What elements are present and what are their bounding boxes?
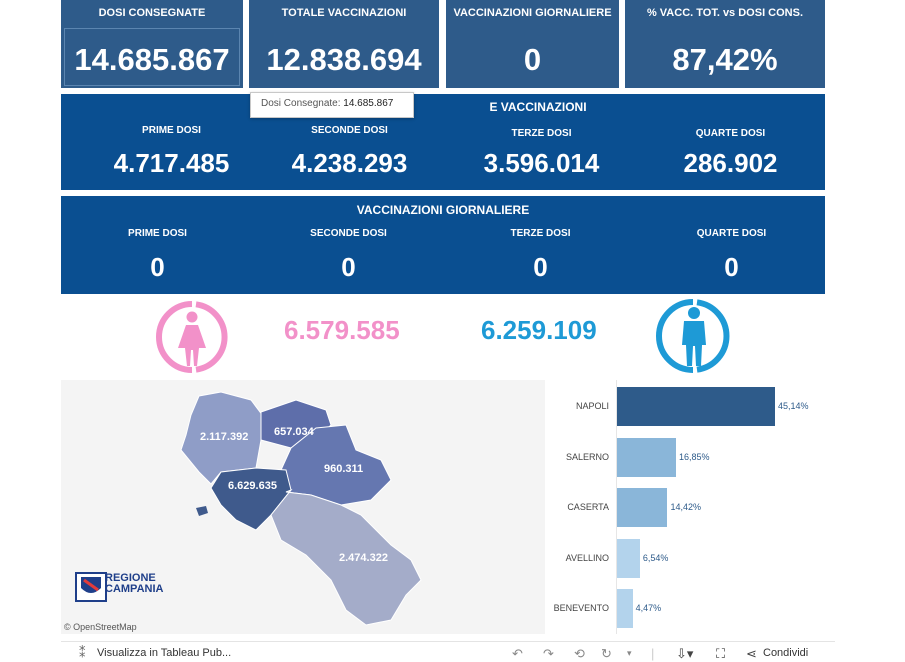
bar-value-label: 45,14% — [778, 401, 809, 411]
province-map[interactable]: 2.117.392 657.034 960.311 6.629.635 2.47… — [61, 380, 545, 634]
map-canvas — [180, 391, 422, 626]
bar-category-label: CASERTA — [567, 502, 609, 513]
kpi-label: VACCINAZIONI GIORNALIERE — [453, 7, 612, 19]
dose-label: SECONDE DOSI — [311, 125, 388, 136]
dose-column-seconde[interactable]: SECONDE DOSI 4.238.293 — [254, 125, 445, 179]
tooltip-value: 14.685.867 — [343, 98, 394, 109]
map-label-caserta: 2.117.392 — [200, 431, 249, 443]
map-attribution[interactable]: © OpenStreetMap — [64, 622, 137, 632]
dose-label: PRIME DOSI — [128, 228, 187, 239]
kpi-label: TOTALE VACCINAZIONI — [281, 7, 407, 19]
bar-napoli[interactable] — [617, 387, 775, 426]
refresh-icon[interactable]: ↻ — [601, 646, 612, 661]
dose-column-quarte[interactable]: QUARTE DOSI 286.902 — [635, 128, 826, 179]
dose-value: 0 — [724, 252, 739, 282]
kpi-totale-vaccinazioni[interactable]: TOTALE VACCINAZIONI 12.838.694 — [249, 0, 439, 88]
map-label-salerno: 2.474.322 — [339, 552, 388, 564]
map-label-napoli: 6.629.635 — [228, 480, 277, 492]
panel-title: E VACCINAZIONI — [489, 100, 587, 114]
bar-category-label: SALERNO — [565, 451, 609, 462]
female-count: 6.579.585 — [284, 315, 400, 345]
chart-axis-line — [616, 380, 617, 634]
map-label-avellino: 960.311 — [324, 463, 364, 475]
bar-benevento[interactable] — [617, 589, 633, 629]
separator-icon: | — [651, 646, 655, 661]
dose-value: 4.717.485 — [113, 148, 230, 178]
totale-vaccinazioni-panel: E VACCINAZIONI PRIME DOSI 4.717.485 SECO… — [61, 94, 825, 190]
dose-value: 4.238.293 — [291, 148, 408, 178]
kpi-perc-vaccinazioni[interactable]: % VACC. TOT. vs DOSI CONS. 87,42% — [625, 0, 825, 88]
dose-label: QUARTE DOSI — [696, 228, 767, 239]
kpi-label: DOSI CONSEGNATE — [98, 7, 206, 19]
kpi-value: 87,42% — [672, 42, 778, 77]
redo-icon[interactable]: ↷ — [543, 646, 554, 661]
province-avellino — [280, 424, 392, 506]
island-ischia — [196, 506, 208, 516]
logo-text-line1: REGIONE — [105, 572, 156, 584]
bar-value-label: 6,54% — [642, 552, 669, 563]
dose-column-seconde[interactable]: SECONDE DOSI 0 — [253, 228, 444, 283]
dose-column-prime[interactable]: PRIME DOSI 4.717.485 — [76, 125, 267, 179]
panel-title: VACCINAZIONI GIORNALIERE — [356, 203, 530, 217]
regione-campania-logo: REGIONE CAMPANIA — [75, 572, 175, 604]
female-icon — [156, 301, 228, 373]
bar-category-label: BENEVENTO — [553, 603, 609, 614]
bar-value-label: 4,47% — [635, 603, 662, 614]
dose-label: TERZE DOSI — [511, 128, 572, 139]
tooltip-label: Dosi Consegnate: — [261, 98, 341, 109]
dose-value: 286.902 — [683, 148, 778, 178]
map-label-benevento: 657.034 — [274, 426, 314, 438]
pause-dropdown-icon[interactable]: ▾ — [627, 648, 632, 658]
dose-column-quarte[interactable]: QUARTE DOSI 0 — [636, 228, 827, 283]
dose-value: 3.596.014 — [483, 148, 600, 178]
kpi-value: 12.838.694 — [266, 42, 422, 77]
download-icon[interactable]: ⇩▾ — [676, 646, 694, 661]
logo-text-line2: CAMPANIA — [105, 583, 164, 595]
bar-value-label: 16,85% — [678, 451, 710, 462]
fullscreen-icon[interactable]: ⛶ — [716, 646, 726, 661]
kpi-selection-frame — [64, 28, 240, 86]
kpi-value: 14.685.867 — [74, 42, 230, 77]
tableau-logo-icon: ⁑ — [79, 645, 86, 660]
bar-caserta[interactable] — [617, 488, 668, 528]
kpi-vaccinazioni-giornaliere[interactable]: VACCINAZIONI GIORNALIERE 0 — [446, 0, 619, 88]
share-button[interactable]: Condividi — [763, 647, 809, 659]
dose-value: 0 — [533, 252, 548, 282]
bar-category-label: NAPOLI — [575, 401, 609, 411]
undo-icon[interactable]: ↶ — [512, 646, 523, 661]
dose-label: QUARTE DOSI — [695, 128, 766, 139]
tooltip-dosi-consegnate: Dosi Consegnate: 14.685.867 — [250, 92, 414, 118]
bar-avellino[interactable] — [617, 538, 640, 578]
bar-salerno[interactable] — [617, 437, 676, 477]
bar-value-label: 14,42% — [670, 502, 701, 513]
kpi-label: % VACC. TOT. vs DOSI CONS. — [646, 7, 804, 19]
male-icon — [656, 299, 730, 373]
kpi-dosi-consegnate[interactable]: DOSI CONSEGNATE 14.685.867 — [61, 0, 243, 88]
kpi-value: 0 — [523, 42, 542, 77]
dose-label: SECONDE DOSI — [310, 228, 387, 239]
share-icon[interactable]: ⋖ — [746, 646, 757, 661]
revert-icon[interactable]: ⟲ — [574, 646, 585, 661]
vaccinazioni-giornaliere-panel: VACCINAZIONI GIORNALIERE PRIME DOSI 0 SE… — [61, 196, 825, 294]
province-salerno — [270, 488, 422, 626]
dose-column-terze[interactable]: TERZE DOSI 0 — [445, 228, 636, 283]
bar-category-label: AVELLINO — [565, 552, 609, 563]
male-count: 6.259.109 — [481, 315, 597, 345]
dose-value: 0 — [150, 252, 165, 282]
province-bar-chart — [545, 380, 835, 634]
dose-value: 0 — [341, 252, 356, 282]
tableau-toolbar: ⁑ Visualizza in Tableau Pub... ↶ ↷ ⟲ ↻ ▾… — [61, 641, 835, 662]
view-in-tableau-link[interactable]: Visualizza in Tableau Pub... — [97, 647, 232, 659]
dose-column-terze[interactable]: TERZE DOSI 3.596.014 — [446, 128, 637, 179]
dose-label: PRIME DOSI — [142, 125, 201, 136]
dose-label: TERZE DOSI — [510, 228, 571, 239]
dose-column-prime[interactable]: PRIME DOSI 0 — [62, 228, 253, 283]
